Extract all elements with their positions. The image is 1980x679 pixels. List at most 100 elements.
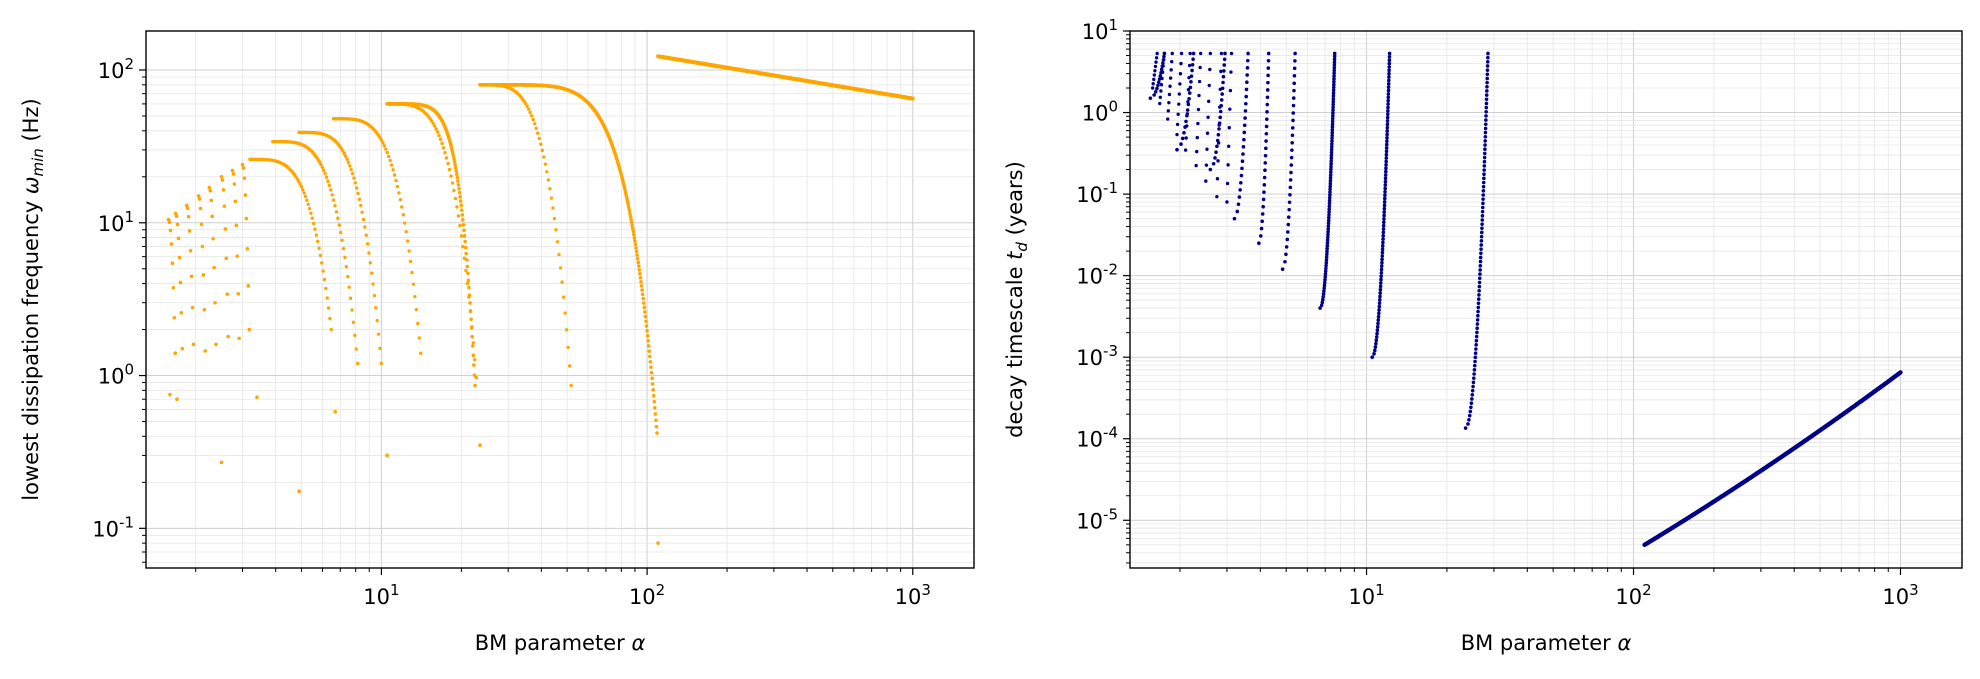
- data-point: [180, 346, 185, 351]
- data-point: [1481, 180, 1486, 185]
- data-point: [1386, 109, 1390, 113]
- data-point: [1331, 96, 1336, 101]
- data-point: [359, 203, 363, 208]
- data-point: [1290, 133, 1295, 138]
- data-point: [1485, 60, 1490, 64]
- data-point: [1204, 163, 1209, 167]
- data-point: [1162, 54, 1166, 59]
- data-point: [1198, 65, 1202, 70]
- data-point: [1261, 197, 1266, 202]
- data-point: [331, 198, 336, 202]
- data-point: [1379, 277, 1383, 282]
- data-point: [1167, 100, 1171, 105]
- data-point: [1331, 91, 1336, 95]
- data-point: [1332, 68, 1337, 73]
- data-point: [1287, 207, 1291, 212]
- data-point: [1196, 121, 1200, 126]
- data-point: [1291, 96, 1296, 100]
- data-point: [1217, 123, 1221, 127]
- data-point: [306, 202, 310, 206]
- data-point: [1387, 65, 1392, 69]
- data-point: [649, 365, 653, 369]
- data-point: [1318, 306, 1322, 310]
- data-point: [636, 264, 641, 268]
- data-point: [1377, 308, 1381, 312]
- data-point: [1323, 269, 1328, 274]
- data-point: [1328, 170, 1333, 175]
- data-point: [298, 182, 302, 186]
- data-point: [1162, 58, 1166, 62]
- data-point: [1331, 105, 1335, 110]
- data-point: [1158, 74, 1163, 78]
- data-point: [1380, 257, 1384, 262]
- data-point: [1381, 240, 1385, 245]
- data-point: [1331, 99, 1336, 104]
- data-point: [1266, 51, 1271, 56]
- data-point: [398, 198, 403, 202]
- data-point: [1291, 111, 1296, 115]
- data-point: [1380, 260, 1384, 265]
- data-point: [1216, 141, 1221, 145]
- data-point: [443, 151, 447, 155]
- data-point: [374, 306, 378, 310]
- data-point: [654, 418, 658, 423]
- data-point: [1382, 220, 1386, 225]
- data-point: [411, 282, 416, 286]
- data-point: [461, 223, 466, 227]
- data-point: [1152, 73, 1157, 77]
- data-point: [344, 265, 349, 269]
- data-point: [656, 541, 660, 545]
- data-point: [1287, 200, 1292, 205]
- data-point: [1187, 91, 1192, 95]
- data-point: [1292, 74, 1297, 78]
- data-point: [1206, 115, 1210, 120]
- data-point: [1325, 238, 1330, 242]
- data-point: [203, 349, 208, 353]
- data-point: [470, 344, 475, 348]
- data-point: [1261, 204, 1265, 209]
- data-point: [313, 227, 317, 231]
- data-point: [1284, 245, 1289, 249]
- data-point: [392, 173, 397, 177]
- data-point: [1485, 89, 1489, 93]
- data-point: [305, 198, 309, 202]
- data-point: [185, 206, 190, 211]
- data-point: [1245, 66, 1250, 70]
- data-point: [1473, 359, 1477, 364]
- data-point: [1477, 280, 1482, 285]
- data-point: [1477, 293, 1481, 297]
- omega-min-scatter: [166, 54, 915, 545]
- data-point: [201, 273, 206, 277]
- data-point: [382, 144, 387, 148]
- data-point: [1378, 294, 1382, 299]
- data-point: [225, 292, 230, 296]
- data-point: [1216, 159, 1220, 163]
- data-point: [1379, 271, 1384, 275]
- data-point: [242, 176, 247, 180]
- data-point: [1475, 326, 1479, 331]
- data-point: [451, 154, 456, 159]
- data-point: [170, 261, 175, 265]
- data-point: [563, 311, 567, 315]
- data-point: [1473, 351, 1478, 355]
- data-point: [1326, 218, 1331, 223]
- data-point: [1379, 281, 1383, 285]
- data-point: [237, 336, 241, 341]
- data-point: [1175, 132, 1179, 137]
- data-point: [322, 277, 327, 282]
- data-point: [1383, 176, 1388, 181]
- data-point: [1204, 179, 1208, 183]
- data-point: [1332, 74, 1336, 78]
- x-axis-label: BM parameter α: [475, 631, 646, 655]
- data-point: [360, 210, 364, 214]
- data-point: [1480, 209, 1485, 214]
- data-point: [1239, 173, 1244, 178]
- data-point: [1476, 297, 1481, 301]
- data-point: [546, 178, 551, 182]
- data-point: [1258, 234, 1263, 238]
- data-point: [641, 301, 646, 305]
- data-point: [387, 154, 391, 159]
- data-point: [324, 286, 328, 291]
- data-point: [1236, 202, 1241, 207]
- data-point: [1162, 51, 1166, 56]
